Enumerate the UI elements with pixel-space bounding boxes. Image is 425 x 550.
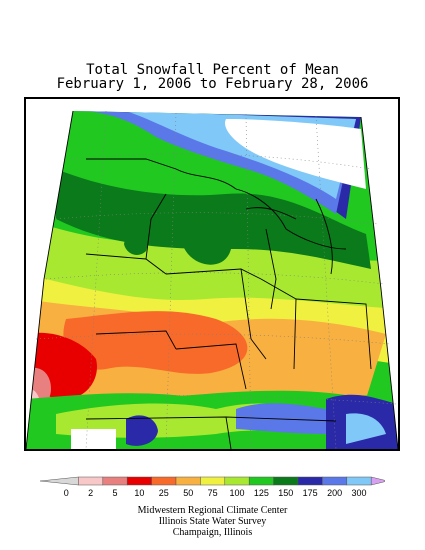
legend-swatch [151,476,177,486]
legend-label: 25 [159,488,169,498]
legend-swatch [126,476,152,486]
legend-swatch [322,476,348,486]
legend-label: 125 [254,488,269,498]
credit-line-3: Champaign, Illinois [172,527,253,538]
legend: 0 2 5 10 25 50 75 100 125 150 175 200 300 [40,476,385,498]
legend-swatch [102,476,128,486]
credit-line-2: Illinois State Water Survey [158,516,267,527]
legend-label: 100 [229,488,244,498]
snowfall-map [24,97,400,451]
legend-label: 2 [88,488,93,498]
legend-swatch [200,476,226,486]
legend-swatch [40,476,79,486]
legend-swatch [273,476,299,486]
legend-label: 5 [112,488,117,498]
legend-label: 150 [278,488,293,498]
legend-swatch [248,476,274,486]
legend-label: 200 [327,488,342,498]
legend-swatch [297,476,323,486]
map-title-line-2: February 1, 2006 to February 28, 2006 [56,76,369,92]
legend-label: 175 [303,488,318,498]
legend-swatch [370,476,385,486]
legend-label: 75 [208,488,218,498]
legend-label: 0 [64,488,69,498]
snowfall-map-svg [26,99,398,449]
legend-swatch [346,476,372,486]
legend-label: 50 [183,488,193,498]
legend-label: 300 [351,488,366,498]
legend-swatch [175,476,201,486]
legend-swatch [224,476,250,486]
map-title-line-1: Total Snowfall Percent of Mean [86,62,339,78]
legend-label: 10 [134,488,144,498]
credit-line-1: Midwestern Regional Climate Center [137,505,288,516]
legend-swatch [78,476,104,486]
